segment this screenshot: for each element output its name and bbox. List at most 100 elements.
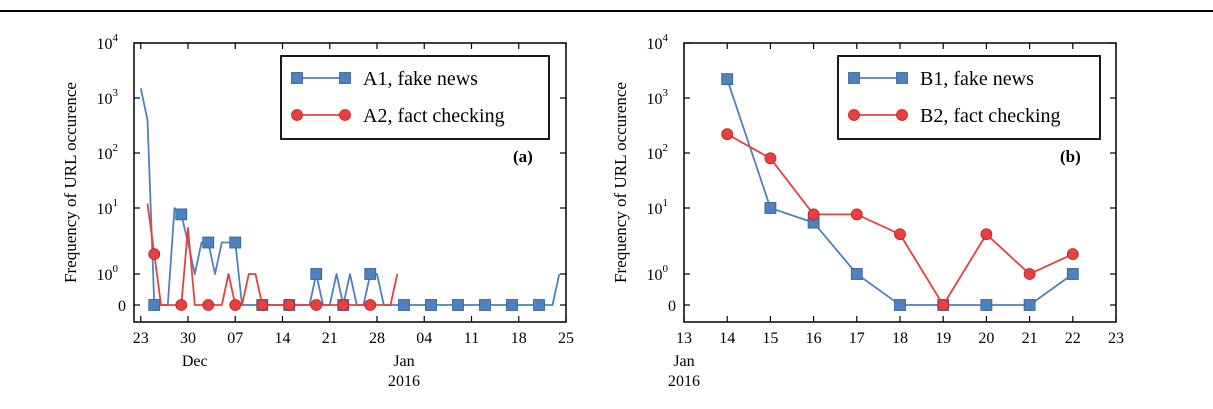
y-tick-label: 103 bbox=[97, 87, 119, 108]
data-point-circle bbox=[148, 248, 161, 261]
data-point-circle bbox=[175, 299, 188, 311]
panel-label: (b) bbox=[1060, 147, 1081, 166]
legend-box bbox=[280, 55, 550, 140]
x-date-sublabel: Jan bbox=[393, 353, 414, 370]
y-tick-label: 104 bbox=[647, 32, 669, 53]
x-date-sublabel: 2016 bbox=[668, 373, 700, 390]
data-point-circle bbox=[850, 208, 863, 221]
data-point-circle bbox=[256, 299, 269, 311]
x-tick-label: 17 bbox=[849, 330, 865, 347]
data-point-square bbox=[310, 268, 323, 280]
y-tick-label-base: 10 bbox=[647, 36, 663, 53]
x-tick-label: 20 bbox=[978, 330, 994, 347]
legend-marker-circle bbox=[848, 109, 860, 121]
legend-label: A1, fake news bbox=[363, 68, 478, 90]
panel-label: (a) bbox=[513, 147, 533, 166]
data-point-square bbox=[894, 299, 906, 311]
y-tick-label-base: 10 bbox=[647, 91, 663, 108]
data-point-circle bbox=[980, 228, 993, 241]
x-tick-label: 11 bbox=[464, 330, 479, 347]
y-tick-label-exponent: 1 bbox=[663, 197, 669, 209]
legend-marker-circle bbox=[339, 109, 351, 121]
data-point-circle bbox=[937, 299, 950, 311]
x-tick-label: 13 bbox=[676, 330, 692, 347]
y-tick-label-base: 10 bbox=[97, 91, 113, 108]
data-point-circle bbox=[764, 152, 777, 165]
y-tick-label-base: 10 bbox=[647, 267, 663, 284]
x-date-sublabel: 2016 bbox=[388, 373, 420, 390]
y-tick-label-exponent: 2 bbox=[113, 142, 119, 154]
legend-box bbox=[837, 55, 1101, 140]
data-point-square bbox=[533, 299, 545, 311]
y-tick-label: 0 bbox=[118, 298, 126, 315]
x-tick-label: 25 bbox=[558, 330, 574, 347]
x-tick-label: 21 bbox=[1022, 330, 1038, 347]
y-tick-label-exponent: 0 bbox=[113, 263, 119, 275]
x-date-sublabel: Jan bbox=[673, 353, 694, 370]
data-point-circle bbox=[310, 299, 323, 311]
data-point-circle bbox=[283, 299, 296, 311]
y-tick-label-base: 10 bbox=[647, 146, 663, 163]
y-tick-label: 103 bbox=[647, 87, 669, 108]
data-point-square bbox=[148, 299, 161, 311]
x-tick-label: 28 bbox=[369, 330, 385, 347]
y-tick-label-exponent: 4 bbox=[113, 32, 119, 44]
y-tick-label-exponent: 0 bbox=[663, 263, 669, 275]
data-point-square bbox=[850, 268, 863, 280]
data-point-square bbox=[980, 299, 993, 311]
data-point-square bbox=[479, 299, 491, 311]
data-point-circle bbox=[1066, 248, 1079, 261]
data-point-square bbox=[764, 202, 777, 214]
y-tick-label-exponent: 2 bbox=[663, 142, 669, 154]
y-tick-label: 101 bbox=[97, 197, 119, 218]
data-point-square bbox=[425, 299, 437, 311]
data-point-circle bbox=[721, 128, 734, 141]
legend-marker-circle bbox=[896, 109, 908, 121]
data-point-square bbox=[1023, 299, 1036, 311]
x-tick-label: 16 bbox=[806, 330, 822, 347]
data-point-circle bbox=[337, 299, 350, 311]
series-line bbox=[146, 203, 399, 306]
series-line bbox=[726, 133, 1074, 306]
x-tick-label: 07 bbox=[227, 330, 243, 347]
top-rule bbox=[0, 10, 1213, 12]
x-tick-label: 18 bbox=[892, 330, 908, 347]
y-axis-label: Frequency of URL occurence bbox=[61, 82, 80, 283]
data-point-circle bbox=[364, 299, 377, 311]
y-tick-label-base: 10 bbox=[647, 201, 663, 218]
legend-marker-square bbox=[291, 72, 303, 84]
legend-label: B2, fact checking bbox=[920, 105, 1061, 127]
y-tick-label-exponent: 1 bbox=[113, 197, 119, 209]
x-tick-label: 18 bbox=[511, 330, 527, 347]
y-tick-label-base: 10 bbox=[97, 267, 113, 284]
y-tick-label-base: 10 bbox=[97, 146, 113, 163]
legend-marker-square bbox=[896, 72, 908, 84]
x-tick-label: 14 bbox=[719, 330, 735, 347]
data-point-square bbox=[364, 268, 377, 280]
data-point-square bbox=[398, 299, 410, 311]
data-point-circle bbox=[1023, 268, 1036, 280]
y-tick-label: 100 bbox=[97, 263, 119, 284]
x-tick-label: 04 bbox=[416, 330, 432, 347]
y-tick-label: 0 bbox=[668, 298, 676, 315]
data-point-square bbox=[229, 236, 242, 249]
x-tick-label: 14 bbox=[275, 330, 291, 347]
data-point-circle bbox=[894, 228, 906, 241]
data-point-circle bbox=[202, 299, 215, 311]
x-date-sublabel: Dec bbox=[182, 353, 208, 370]
y-tick-label: 100 bbox=[647, 263, 669, 284]
y-tick-label-exponent: 3 bbox=[113, 87, 119, 99]
data-point-square bbox=[452, 299, 464, 311]
data-point-circle bbox=[229, 299, 242, 311]
y-tick-label-exponent: 4 bbox=[663, 32, 669, 44]
y-tick-label-base: 10 bbox=[97, 36, 113, 53]
legend-label: B1, fake news bbox=[920, 68, 1034, 90]
data-point-square bbox=[202, 236, 215, 249]
plot-frame bbox=[133, 42, 567, 323]
x-tick-label: 19 bbox=[935, 330, 951, 347]
x-tick-label: 21 bbox=[322, 330, 338, 347]
legend-marker-square bbox=[339, 72, 351, 84]
legend-label: A2, fact checking bbox=[363, 105, 505, 127]
data-point-square bbox=[1066, 268, 1079, 280]
